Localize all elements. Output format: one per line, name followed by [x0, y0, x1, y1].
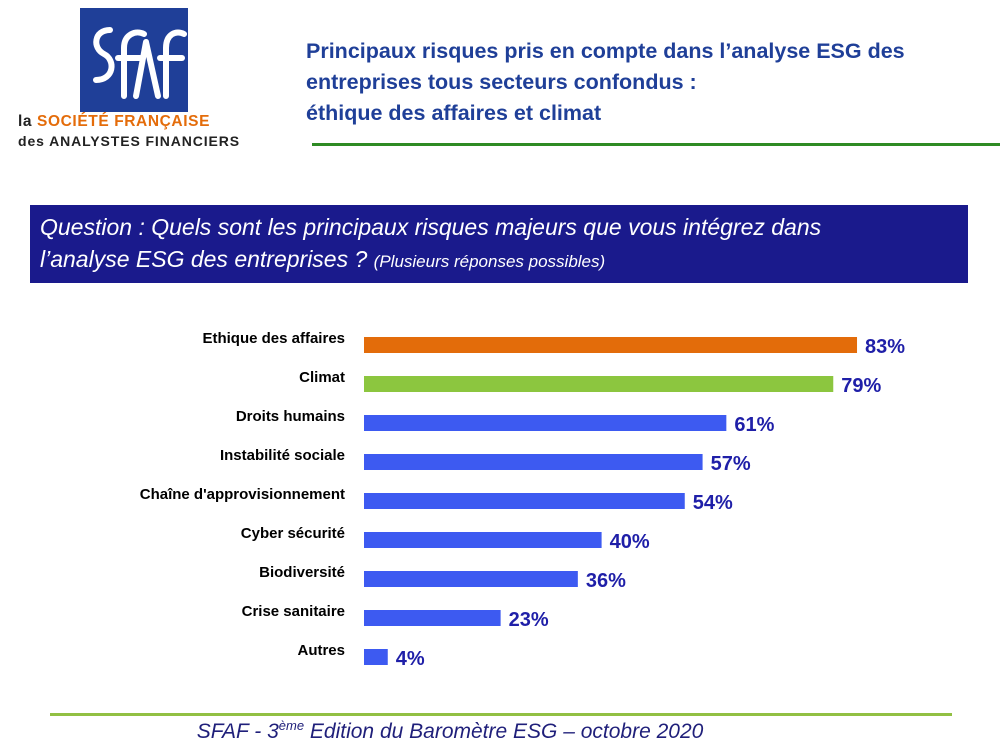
question-text: l’analyse ESG des entreprises ?	[40, 246, 374, 272]
question-line-1: Question : Quels sont les principaux ris…	[40, 214, 822, 240]
question-note: (Plusieurs réponses possibles)	[373, 252, 606, 271]
category-label-ethique-des-affaires: Ethique des affaires	[202, 330, 345, 347]
value-label-climat: 79%	[841, 375, 881, 397]
value-label-chaine-d-approvisionnement: 54%	[693, 492, 733, 514]
bar-droits-humains	[364, 415, 727, 431]
bar-chaine-d-approvisionnement	[364, 493, 685, 509]
footer-caption: SFAF - 3ème Edition du Baromètre ESG – o…	[0, 718, 900, 744]
logo-line-1-prefix: la	[18, 113, 38, 130]
footer-divider	[50, 713, 952, 716]
logo-line-1: la SOCIÉTÉ FRANÇAISE	[18, 113, 210, 131]
title-line-2: entreprises tous secteurs confondus :	[306, 70, 697, 94]
bar-autres	[364, 649, 388, 665]
title-line-1: Principaux risques pris en compte dans l…	[306, 39, 905, 63]
title-line-3: éthique des affaires et climat	[306, 101, 602, 125]
question-box: Question : Quels sont les principaux ris…	[30, 205, 968, 283]
category-label-climat: Climat	[299, 369, 345, 386]
value-label-instabilite-sociale: 57%	[711, 453, 751, 475]
title-divider	[312, 143, 1000, 146]
bar-cyber-securite	[364, 532, 602, 548]
logo-line-1-accent: SOCIÉTÉ FRANÇAISE	[37, 113, 211, 130]
question-line-2: l’analyse ESG des entreprises ? (Plusieu…	[40, 243, 958, 278]
category-label-crise-sanitaire: Crise sanitaire	[242, 603, 345, 620]
category-label-droits-humains: Droits humains	[236, 408, 345, 425]
bar-chart: Ethique des affaires 83% Climat 79% Droits h…	[140, 330, 906, 670]
page-title: Principaux risques pris en compte dans l…	[306, 36, 976, 129]
category-label-cyber-securite: Cyber sécurité	[241, 525, 345, 542]
value-label-crise-sanitaire: 23%	[509, 609, 549, 631]
category-label-chaine-d-approvisionnement: Chaîne d'approvisionnement	[140, 486, 345, 503]
bar-biodiversite	[364, 571, 578, 587]
bar-ethique-des-affaires	[364, 337, 858, 353]
value-label-ethique-des-affaires: 83%	[865, 336, 905, 358]
bar-instabilite-sociale	[364, 454, 703, 470]
category-label-autres: Autres	[297, 642, 345, 659]
value-label-droits-humains: 61%	[734, 414, 774, 436]
category-label-instabilite-sociale: Instabilité sociale	[220, 447, 345, 464]
bar-climat	[364, 376, 834, 392]
footer-suffix: Edition du Baromètre ESG – octobre 2020	[304, 720, 704, 743]
sfaf-logo-mark	[80, 8, 188, 112]
value-label-cyber-securite: 40%	[610, 531, 650, 553]
value-label-autres: 4%	[396, 648, 425, 670]
value-label-biodiversite: 36%	[586, 570, 626, 592]
sfaf-logo: la SOCIÉTÉ FRANÇAISE des ANALYSTES FINAN…	[14, 8, 264, 150]
logo-line-2: des ANALYSTES FINANCIERS	[18, 133, 241, 149]
bar-crise-sanitaire	[364, 610, 501, 626]
footer-prefix: SFAF - 3	[196, 720, 279, 743]
footer-superscript: ème	[278, 718, 305, 733]
category-label-biodiversite: Biodiversité	[259, 564, 345, 581]
